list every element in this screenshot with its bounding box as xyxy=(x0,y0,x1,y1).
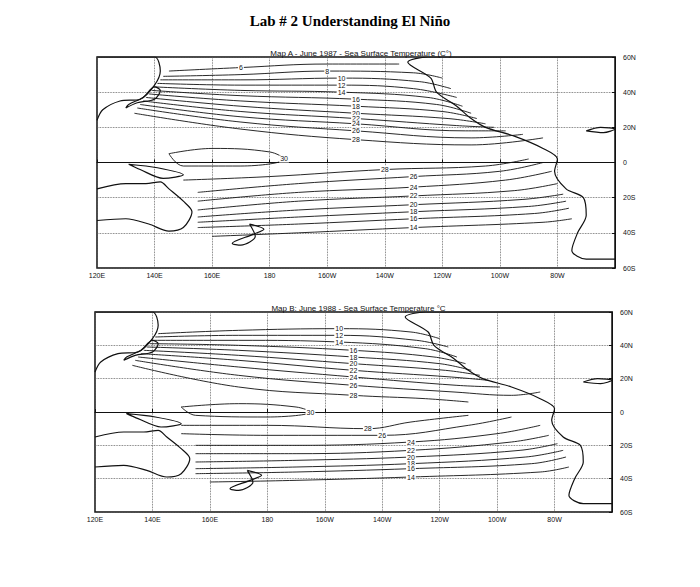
svg-text:20: 20 xyxy=(407,453,415,461)
svg-text:60N: 60N xyxy=(620,309,633,316)
svg-text:20N: 20N xyxy=(623,124,636,131)
svg-text:12: 12 xyxy=(335,331,343,339)
svg-text:120W: 120W xyxy=(433,272,452,279)
svg-text:24: 24 xyxy=(407,439,415,446)
svg-text:120E: 120E xyxy=(87,516,104,523)
svg-text:60N: 60N xyxy=(623,54,636,61)
svg-text:20N: 20N xyxy=(620,375,633,382)
svg-text:14: 14 xyxy=(407,474,415,481)
svg-text:16: 16 xyxy=(352,96,360,103)
svg-text:18: 18 xyxy=(407,460,415,468)
svg-text:14: 14 xyxy=(410,224,418,231)
svg-text:60S: 60S xyxy=(623,265,636,272)
svg-text:6: 6 xyxy=(239,64,243,71)
svg-text:16: 16 xyxy=(349,346,358,354)
svg-text:12: 12 xyxy=(338,82,346,89)
svg-text:40N: 40N xyxy=(620,342,633,349)
svg-text:18: 18 xyxy=(349,353,358,361)
svg-text:120E: 120E xyxy=(89,272,106,279)
svg-text:140W: 140W xyxy=(373,516,392,523)
svg-text:120W: 120W xyxy=(431,516,450,523)
svg-text:80W: 80W xyxy=(547,516,562,523)
svg-text:180: 180 xyxy=(264,272,276,279)
svg-text:140E: 140E xyxy=(144,516,161,523)
svg-text:Map A - June 1987 - Sea Surfac: Map A - June 1987 - Sea Surface Temperat… xyxy=(270,49,452,58)
svg-text:10: 10 xyxy=(338,75,346,82)
svg-text:160E: 160E xyxy=(202,516,219,523)
svg-text:28: 28 xyxy=(381,166,389,173)
svg-text:14: 14 xyxy=(335,339,343,346)
svg-text:24: 24 xyxy=(352,120,360,127)
svg-text:180: 180 xyxy=(261,516,273,523)
svg-text:26: 26 xyxy=(410,173,418,180)
svg-text:20: 20 xyxy=(410,201,418,208)
svg-text:40S: 40S xyxy=(620,475,633,482)
svg-text:22: 22 xyxy=(407,446,415,454)
svg-text:160W: 160W xyxy=(316,516,335,523)
svg-text:22: 22 xyxy=(349,366,358,374)
svg-text:8: 8 xyxy=(325,68,329,75)
svg-text:26: 26 xyxy=(350,382,358,389)
svg-text:18: 18 xyxy=(410,208,418,215)
svg-text:Lab # 2 Understanding El Niño: Lab # 2 Understanding El Niño xyxy=(250,13,450,29)
svg-text:24: 24 xyxy=(410,184,418,191)
svg-text:22: 22 xyxy=(410,192,418,199)
svg-text:160W: 160W xyxy=(318,272,337,279)
svg-text:18: 18 xyxy=(352,103,360,110)
svg-text:28: 28 xyxy=(350,392,358,399)
svg-text:100W: 100W xyxy=(491,272,510,279)
svg-text:20S: 20S xyxy=(620,442,633,449)
svg-text:40N: 40N xyxy=(623,89,636,96)
svg-text:24: 24 xyxy=(350,374,358,381)
svg-text:30: 30 xyxy=(280,155,288,162)
svg-text:140W: 140W xyxy=(376,272,395,279)
svg-text:160E: 160E xyxy=(204,272,221,279)
svg-text:16: 16 xyxy=(410,215,418,222)
svg-text:60S: 60S xyxy=(620,509,633,516)
svg-text:Map B: June 1988 - Sea Surface: Map B: June 1988 - Sea Surface Temperatu… xyxy=(271,304,445,313)
svg-text:20S: 20S xyxy=(623,194,636,201)
svg-text:16: 16 xyxy=(407,465,415,472)
svg-text:140E: 140E xyxy=(146,272,163,279)
svg-text:14: 14 xyxy=(338,89,346,96)
svg-text:30: 30 xyxy=(307,409,315,416)
svg-text:28: 28 xyxy=(352,136,360,143)
svg-text:0: 0 xyxy=(620,409,624,416)
svg-text:40S: 40S xyxy=(623,229,636,236)
svg-text:20: 20 xyxy=(349,360,358,368)
svg-text:80W: 80W xyxy=(550,272,565,279)
svg-text:10: 10 xyxy=(335,325,343,333)
svg-text:28: 28 xyxy=(364,425,372,432)
svg-text:100W: 100W xyxy=(488,516,507,523)
svg-text:26: 26 xyxy=(378,432,386,439)
svg-text:0: 0 xyxy=(623,159,627,166)
svg-text:22: 22 xyxy=(352,115,360,122)
svg-text:20: 20 xyxy=(352,109,360,117)
svg-text:26: 26 xyxy=(352,127,360,134)
